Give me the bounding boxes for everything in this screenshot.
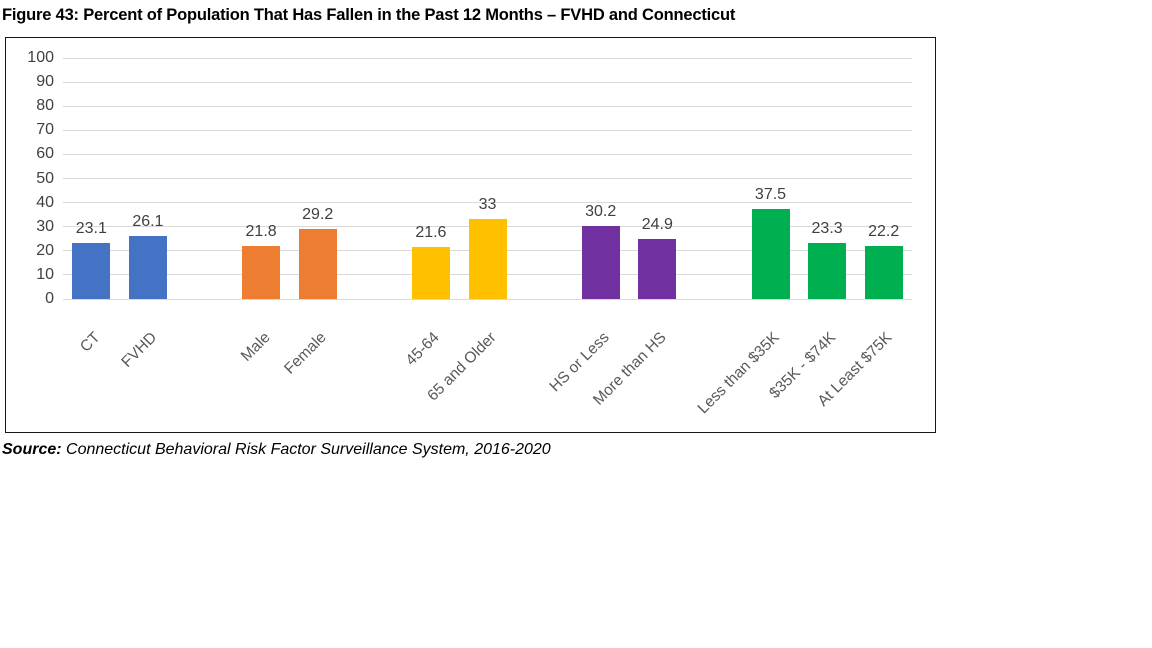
bar-value-label: 30.2: [585, 203, 617, 221]
source-label: Source:: [2, 441, 62, 458]
bar-45-64: [411, 246, 450, 299]
bar-male: [242, 246, 281, 299]
bar-value-label: 21.6: [415, 223, 447, 241]
gridline-y100: [63, 57, 912, 59]
y-tick-label-50: 50: [36, 169, 54, 187]
y-tick-label-100: 100: [27, 49, 54, 66]
gridline-y80: [63, 105, 912, 107]
figure-title: Figure 43: Percent of Population That Ha…: [2, 6, 736, 24]
bar-value-label: 24.9: [641, 216, 673, 233]
gridline-y50: [63, 178, 912, 179]
gridline-y0: [63, 298, 912, 300]
y-tick-label-40: 40: [36, 193, 54, 211]
chart-content: 0 10 20 30 40 50 60 70 80 90 100 23.1 26.1 21.8 29.2 2…: [6, 49, 935, 307]
x-tick-label: Male: [237, 329, 274, 365]
bar-value-label: 29.2: [302, 205, 334, 223]
bar-value-label: 21.8: [245, 223, 277, 241]
bar-value-label: 23.1: [75, 220, 107, 238]
bar-less-than-35k: [751, 208, 790, 299]
bar-value-label: 37.5: [754, 185, 787, 203]
y-tick-label-70: 70: [36, 121, 54, 139]
source-line: Source: Connecticut Behavioral Risk Fact…: [2, 441, 551, 459]
x-tick-label: CT: [76, 329, 104, 356]
y-axis: 0 10 20 30 40 50 60 70 80 90 100: [6, 49, 63, 307]
bar-more-than-hs: [638, 239, 677, 299]
x-tick-label: FVHD: [118, 329, 160, 371]
y-tick-label-20: 20: [36, 241, 54, 259]
bar-value-label: 33: [478, 196, 497, 214]
bar-value-label: 23.3: [811, 219, 843, 237]
y-tick-label-0: 0: [45, 290, 54, 307]
x-tick-label: Female: [281, 329, 330, 378]
bar-ct: [72, 243, 111, 299]
gridline-y90: [63, 81, 912, 83]
bar-hs-or-less: [581, 226, 620, 299]
bar-value-label: 22.2: [868, 222, 900, 240]
x-tick-label: 45-64: [402, 329, 443, 370]
bar-female: [298, 228, 337, 299]
bar-at-least-75k: [864, 245, 903, 299]
y-tick-label-30: 30: [36, 217, 54, 235]
y-tick-label-10: 10: [36, 265, 54, 283]
x-tick-label: Less than $35K: [694, 329, 783, 418]
source-text: Connecticut Behavioral Risk Factor Surve…: [61, 441, 551, 458]
gridline-y40: [63, 202, 912, 204]
y-tick-label-90: 90: [36, 73, 54, 91]
gridline-y60: [63, 153, 912, 155]
y-tick-label-80: 80: [36, 97, 54, 115]
bar-fvhd: [128, 236, 167, 299]
y-tick-label-60: 60: [36, 145, 54, 163]
bar--35k-74k: [808, 242, 847, 299]
bar-65-and-older: [468, 219, 507, 299]
x-axis: CT FVHD Male Female 45-64 65 and Older HS or L…: [63, 319, 912, 431]
chart-box: 0 10 20 30 40 50 60 70 80 90 100 23.1 26.1 21.8 29.2 2…: [5, 37, 936, 433]
bar-value-label: 26.1: [132, 213, 164, 231]
plot-area: 23.1 26.1 21.8 29.2 21.6 33 30.2 24.9 37.5 23.3 22…: [63, 57, 912, 300]
gridline-y70: [63, 129, 912, 131]
